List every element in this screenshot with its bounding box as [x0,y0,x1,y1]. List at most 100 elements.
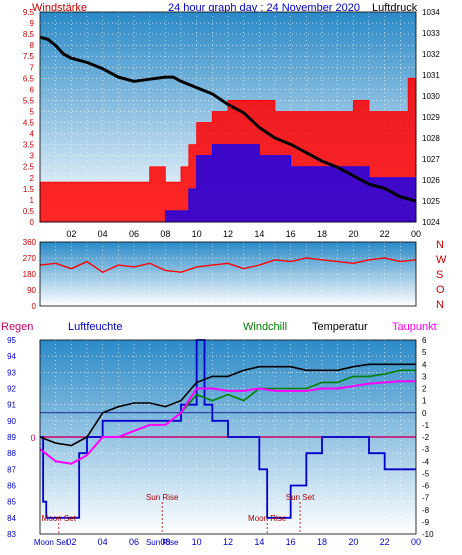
y-tick-left: 90 [7,417,16,426]
y-tick-right: 3 [422,372,427,381]
x-tick-label: 02 [66,229,76,239]
x-tick-label: 14 [254,537,264,547]
x-tick-label: 20 [348,229,358,239]
x-tick-label: 08 [160,537,170,547]
astro-label: Sun Rise [146,493,179,502]
compass-label: N [436,299,444,311]
x-tick-label: 16 [286,229,296,239]
x-tick-label: 08 [160,229,170,239]
y-tick-right: 4 [422,360,427,369]
y-tick-right: -2 [422,433,430,442]
plot-frame [39,11,417,223]
compass-label: N [436,239,444,251]
y-tick-left: 6.5 [23,74,35,83]
x-tick-label: 16 [286,537,296,547]
y-tick-left: 94 [7,352,16,361]
y-tick-left: 86 [7,482,16,491]
y-tick-left: 85 [7,498,16,507]
y-tick-left: 0.5 [23,207,35,216]
x-tick-label: 00 [411,537,421,547]
x-tick-label: 22 [380,229,390,239]
y-tick-right: 1033 [422,29,440,38]
y-tick-right: 6 [422,336,427,345]
y-tick-left: 88 [7,449,16,458]
y-tick-right: -6 [422,482,430,491]
x-tick-label: 12 [223,229,233,239]
y-tick-right: 1028 [422,134,440,143]
y-tick-left: 6 [30,85,35,94]
y-tick-left: 3.5 [23,141,35,150]
y-tick-left: 89 [7,433,16,442]
y-tick-left: 0 [30,218,35,227]
x-tick-label: 18 [317,229,327,239]
compass-label: S [436,269,443,281]
compass-label: O [436,284,445,296]
y-tick-left: 93 [7,368,16,377]
taupunkt-series [39,380,416,465]
x-tick-label: 22 [380,537,390,547]
temperatur-label: Temperatur [312,321,368,333]
x-tick-label: 14 [254,229,264,239]
y-tick-left: 4.5 [23,119,35,128]
astro-label: Sun Set [286,493,315,502]
y-tick-right: 2 [422,385,427,394]
luftfeuchte-series [40,339,416,519]
windstaerke-label: Windstärke [32,2,87,14]
y-tick-left: 1 [30,196,35,205]
y-tick-left: 2 [30,174,35,183]
plot-frame [39,241,417,307]
y-tick-right: 5 [422,348,427,357]
x-tick-label: 02 [66,537,76,547]
y-tick-right: 1026 [422,176,440,185]
x-tick-label: 06 [129,537,139,547]
pressure-series [39,35,417,203]
astro-label: Moon Set [42,514,77,523]
plot-frame [39,339,417,535]
y-tick-left: 83 [7,530,16,539]
rain-value: 0 [30,433,35,443]
x-tick-label: 20 [348,537,358,547]
y-tick-right: -5 [422,469,430,478]
direction-series [39,257,417,273]
luftfeuchte-label: Luftfeuchte [68,321,122,333]
compass-label: W [436,254,447,266]
x-tick-label: 00 [411,229,421,239]
graph-title: 24 hour graph day : 24 November 2020 [168,2,360,14]
y-tick-left: 4 [30,130,35,139]
y-tick-right: 1031 [422,71,440,80]
y-tick-right: 0 [422,409,427,418]
y-tick-right: -1 [422,421,430,430]
y-tick-right: -3 [422,445,430,454]
y-tick-left: 7.5 [23,52,35,61]
y-tick-left: 3 [30,152,35,161]
taupunkt-label: Taupunkt [392,321,437,333]
x-tick-label: 12 [223,537,233,547]
y-tick-right: 1027 [422,155,440,164]
windchill-label: Windchill [243,321,287,333]
y-tick-right: -10 [422,530,434,539]
y-tick-left: 5.5 [23,96,35,105]
y-tick-left: 180 [23,270,37,279]
x-tick-label: 10 [192,229,202,239]
astro-label: Moon Rise [248,514,287,523]
y-tick-right: -4 [422,457,430,466]
y-tick-right: 1034 [422,8,440,17]
y-tick-left: 8 [30,41,35,50]
y-tick-right: 1030 [422,92,440,101]
y-tick-left: 91 [7,401,16,410]
y-tick-left: 92 [7,385,16,394]
y-tick-right: 1025 [422,197,440,206]
moon-set-bottom-label: Moon Set [34,538,69,547]
y-tick-right: -7 [422,494,430,503]
humidity-temperature-chart: 83848586878889909192939495-10-9-8-7-6-5-… [7,336,434,547]
y-tick-left: 84 [7,514,16,523]
y-tick-left: 9.5 [23,8,35,17]
y-tick-right: -8 [422,506,430,515]
y-tick-left: 9 [30,19,35,28]
y-tick-left: 8.5 [23,30,35,39]
y-tick-right: 1032 [422,50,440,59]
y-tick-left: 7 [30,63,35,72]
